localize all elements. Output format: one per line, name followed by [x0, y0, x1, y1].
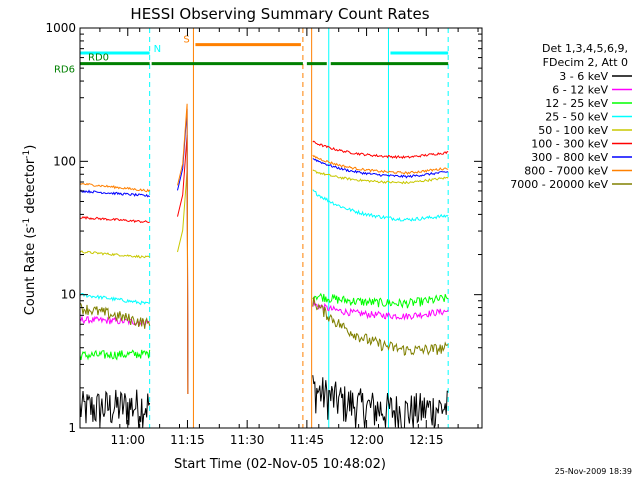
series-6-seg1 [79, 189, 151, 198]
legend-header-line-1: Det 1,3,4,5,6,9, [542, 42, 628, 55]
axes: 1 10 100 1000 11:00 11:15 11:30 11:45 12:00 12:15 [45, 21, 483, 447]
y-tick-label-1: 10 [61, 288, 76, 302]
series-8-seg1 [79, 302, 151, 329]
x-tick-label-0: 11:00 [110, 433, 145, 447]
series-0-seg1 [79, 389, 151, 429]
flag-row-label-rd6: RD6 [54, 65, 75, 76]
legend-label-6: 300 - 800 keV [531, 151, 608, 164]
legend-label-1: 6 - 12 keV [552, 84, 608, 97]
y-tick-label-2: 100 [53, 154, 76, 168]
series-7-seg2 [312, 154, 449, 175]
series-3-seg2 [312, 189, 449, 222]
legend-label-0: 3 - 6 keV [559, 70, 608, 83]
series-5-seg2 [312, 140, 449, 160]
series-0-seg2 [312, 375, 449, 429]
x-axis-label: Start Time (02-Nov-05 10:48:02) [174, 457, 386, 472]
legend-label-8: 7000 - 20000 keV [510, 178, 608, 191]
series-6-seg2 [312, 158, 449, 179]
legend-label-7: 800 - 7000 keV [524, 165, 608, 178]
series-7-seg1 [79, 182, 151, 193]
plot-area: N S RD0 RD6 [54, 28, 449, 429]
chart-title: HESSI Observing Summary Count Rates [130, 5, 429, 23]
y-tick-label-3: 1000 [45, 21, 76, 35]
legend-label-5: 100 - 300 keV [531, 138, 608, 151]
series-5-spike [177, 134, 189, 395]
x-tick-label-2: 11:30 [230, 433, 265, 447]
series-2-seg1 [79, 349, 151, 361]
flag-label-rd0: RD0 [88, 53, 109, 64]
series-7-spike [177, 103, 189, 395]
series-2-seg2 [312, 292, 449, 309]
timestamp: 25-Nov-2009 18:39 [555, 467, 632, 476]
y-tick-label-0: 1 [68, 421, 76, 435]
series-5-seg1 [79, 215, 150, 224]
series-4-seg2 [312, 169, 449, 185]
legend: Det 1,3,4,5,6,9, FDecim 2, Att 0 3 - 6 k… [510, 42, 632, 191]
series-4-spike [177, 170, 189, 395]
series-4-seg1 [79, 250, 151, 259]
legend-label-2: 12 - 25 keV [545, 97, 608, 110]
y-axis-label: Count Rate (s-1 detector-1) [22, 145, 38, 316]
legend-label-3: 25 - 50 keV [545, 111, 608, 124]
series-8-seg2 [312, 296, 449, 356]
flag-label-s: S [183, 35, 189, 46]
x-tick-label-4: 12:00 [349, 433, 384, 447]
legend-label-4: 50 - 100 keV [538, 124, 608, 137]
series-3-seg1 [79, 292, 151, 306]
x-tick-label-3: 11:45 [290, 433, 325, 447]
x-tick-label-5: 12:15 [409, 433, 444, 447]
x-tick-label-1: 11:15 [170, 433, 205, 447]
plot-frame [79, 27, 483, 429]
series-1-seg2 [312, 300, 449, 321]
legend-header-line-2: FDecim 2, Att 0 [543, 56, 628, 69]
flag-label-n: N [154, 44, 161, 55]
